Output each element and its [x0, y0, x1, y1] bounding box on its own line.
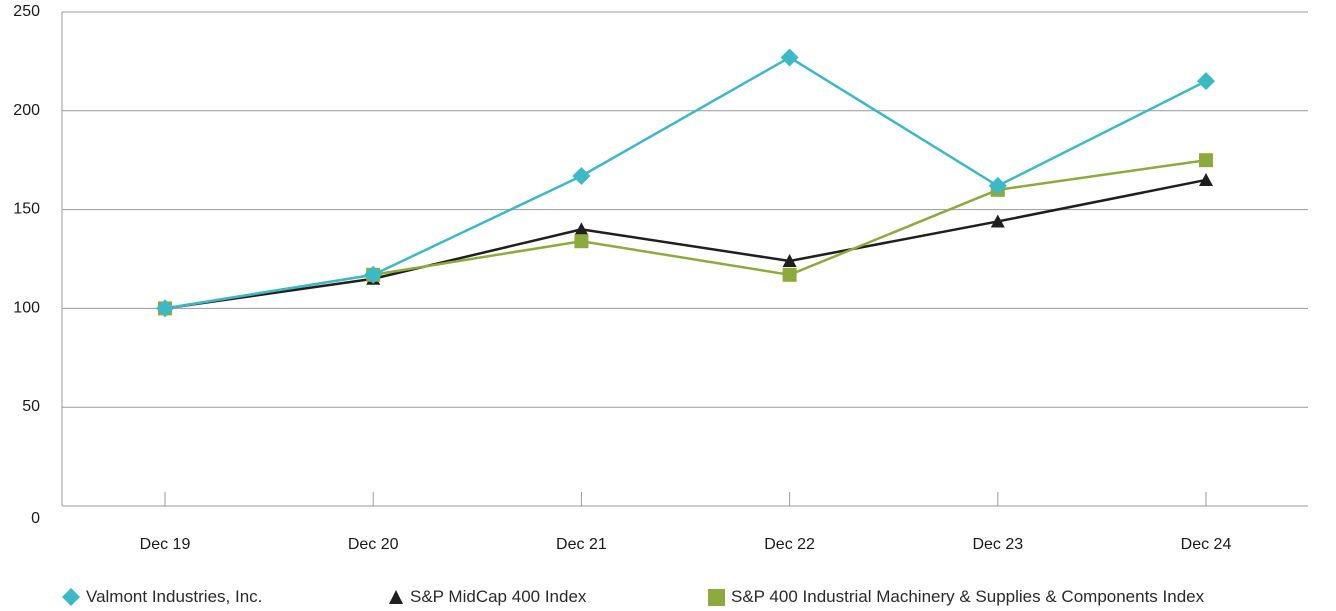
square-icon [708, 588, 725, 606]
square-point [574, 234, 589, 249]
series-group [156, 48, 1215, 318]
y-tick-label: 0 [31, 510, 40, 527]
line-chart: 0 50 100 150 200 250 Dec 19 Dec 20 Dec 21 Dec 22… [13, 3, 1308, 553]
x-tick-label: Dec 24 [1181, 536, 1232, 553]
series-triangle [158, 172, 1213, 315]
grid-lines [61, 11, 1308, 506]
square-point [1199, 153, 1213, 168]
x-tick-label: Dec 20 [348, 536, 399, 553]
diamond-point [1197, 72, 1215, 91]
y-tick-label: 50 [22, 398, 40, 415]
x-tick-label: Dec 19 [140, 536, 191, 553]
triangle-point [574, 222, 589, 236]
diamond-point [156, 299, 174, 318]
y-axis-ticks: 0 50 100 150 200 250 [13, 3, 40, 527]
y-tick-label: 200 [13, 102, 40, 119]
legend-label-valmont: Valmont Industries, Inc. [86, 587, 263, 606]
y-tick-label: 150 [13, 201, 40, 218]
square-point [782, 267, 797, 282]
legend-label-midcap: S&P MidCap 400 Index [410, 587, 587, 606]
y-tick-label: 250 [13, 3, 40, 20]
legend-item-valmont: Valmont Industries, Inc. [62, 587, 262, 607]
triangle-point [990, 214, 1005, 228]
diamond-point [988, 176, 1007, 195]
series-square [158, 153, 1213, 316]
diamond-point [780, 48, 799, 67]
legend-item-industrial: S&P 400 Industrial Machinery & Supplies … [708, 587, 1204, 607]
legend: Valmont Industries, Inc. S&P MidCap 400 … [0, 587, 1336, 611]
diamond-icon [62, 588, 80, 606]
x-tick-label: Dec 23 [972, 536, 1023, 553]
triangle-point [1199, 172, 1213, 186]
diamond-point [572, 167, 591, 186]
legend-label-industrial: S&P 400 Industrial Machinery & Supplies … [731, 587, 1205, 606]
triangle-icon [389, 590, 403, 604]
triangle-point [782, 253, 797, 267]
series-line [164, 56, 1207, 310]
legend-item-midcap: S&P MidCap 400 Index [388, 587, 586, 607]
diamond-point [364, 265, 383, 284]
y-tick-label: 100 [13, 299, 40, 316]
x-tick-label: Dec 21 [556, 536, 607, 553]
series-line [164, 178, 1207, 310]
series-diamond [156, 48, 1215, 318]
x-axis: Dec 19 Dec 20 Dec 21 Dec 22 Dec 23 Dec 24 [62, 492, 1308, 553]
x-tick-label: Dec 22 [764, 536, 815, 553]
